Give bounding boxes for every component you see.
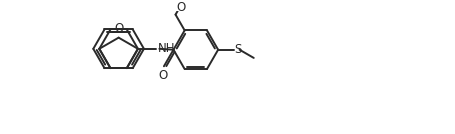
Text: NH: NH <box>157 42 175 55</box>
Text: S: S <box>234 43 242 56</box>
Text: O: O <box>158 69 167 82</box>
Text: O: O <box>176 1 185 14</box>
Text: O: O <box>114 22 123 35</box>
